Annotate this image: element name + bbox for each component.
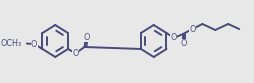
Text: O: O (180, 40, 186, 48)
Text: O: O (170, 34, 176, 42)
Text: O: O (72, 48, 78, 58)
Text: OCH₃: OCH₃ (0, 39, 21, 48)
Text: O: O (83, 33, 89, 42)
Text: O: O (188, 24, 195, 34)
Text: O: O (31, 40, 37, 48)
